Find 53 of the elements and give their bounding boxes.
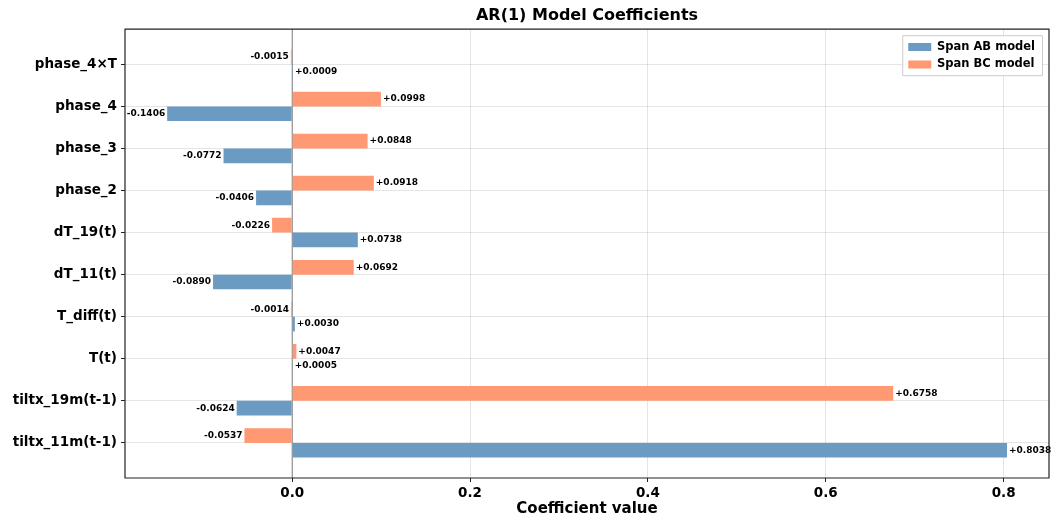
y-tick-label: dT_19(t): [53, 223, 117, 241]
y-tick-label: phase_2: [55, 181, 117, 199]
data-label: -0.0406: [215, 192, 255, 203]
bar: [272, 217, 292, 233]
data-label: -0.0537: [203, 429, 243, 440]
data-label: +0.0918: [375, 177, 419, 188]
x-tick-label: 0.0: [280, 483, 305, 500]
data-label: -0.0772: [183, 150, 222, 161]
data-label: -0.0890: [172, 276, 212, 287]
y-tick-label: phase_4: [55, 96, 117, 114]
bar: [292, 91, 381, 107]
bar: [292, 442, 1008, 458]
chart-title: AR(1) Model Coefficients: [475, 4, 699, 24]
bar: [256, 190, 292, 206]
data-label: +0.0848: [369, 135, 412, 146]
bar: [292, 175, 374, 191]
x-tick-label: 0.2: [458, 483, 483, 500]
data-label: +0.0005: [294, 360, 337, 371]
legend-label: Span BC model: [937, 56, 1035, 71]
x-tick-label: 0.8: [991, 483, 1016, 500]
data-label: +0.0738: [359, 234, 403, 245]
x-tick-label: 0.4: [635, 483, 660, 500]
data-label: +0.0047: [298, 345, 341, 356]
data-label: +0.0030: [296, 318, 340, 329]
data-label: +0.0009: [294, 66, 338, 77]
y-tick-label: dT_11(t): [53, 265, 117, 283]
bar: [244, 428, 292, 443]
data-label: +0.0998: [382, 93, 426, 104]
bar: [292, 386, 894, 401]
y-tick-label: tiltx_19m(t-1): [12, 391, 117, 409]
data-label: -0.0014: [250, 303, 289, 314]
x-tick-label: 0.6: [813, 483, 838, 500]
y-tick-label: phase_4×T: [34, 54, 118, 72]
bar: [292, 232, 358, 248]
bar: [167, 106, 292, 122]
y-tick-label: phase_3: [55, 138, 117, 156]
data-label: +0.8038: [1009, 444, 1052, 455]
x-axis-title: Coefficient value: [516, 498, 658, 517]
data-label: -0.0015: [250, 51, 289, 62]
data-label: +0.6758: [895, 387, 938, 398]
bar: [292, 259, 354, 275]
legend-label: Span AB model: [937, 38, 1036, 53]
bar: [223, 148, 292, 164]
y-tick-label: T(t): [88, 349, 117, 366]
y-tick-label: tiltx_11m(t-1): [12, 433, 117, 451]
y-tick-label: T_diff(t): [57, 307, 117, 325]
data-label: -0.1406: [126, 108, 166, 119]
data-label: -0.0624: [196, 402, 235, 413]
data-label: +0.0692: [355, 261, 399, 272]
bar: [236, 400, 292, 416]
bar: [213, 274, 292, 290]
data-label: -0.0226: [231, 219, 271, 230]
bar: [292, 133, 368, 149]
